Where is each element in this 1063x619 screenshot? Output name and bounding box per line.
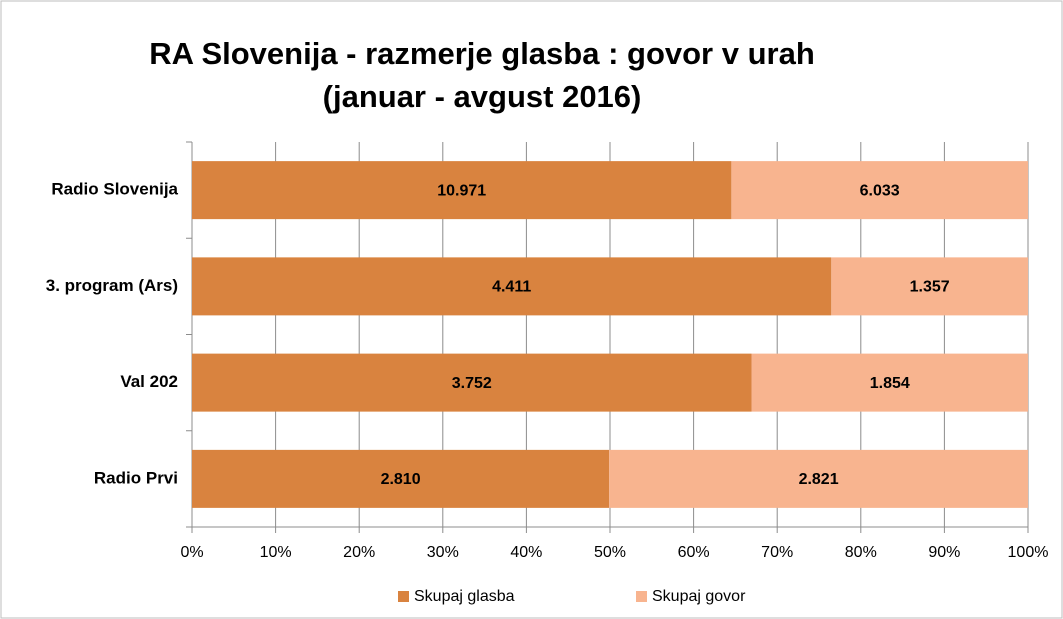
category-label: Radio Slovenija bbox=[51, 180, 178, 199]
bar-segment bbox=[192, 449, 610, 508]
bar-segment bbox=[192, 257, 832, 316]
data-label: 3.752 bbox=[452, 375, 492, 392]
x-tick-label: 60% bbox=[678, 544, 710, 561]
data-label: 4.411 bbox=[492, 279, 531, 296]
category-label: Val 202 bbox=[120, 372, 178, 391]
bar-segment bbox=[751, 353, 1028, 412]
data-label: 2.821 bbox=[799, 471, 839, 488]
data-label: 1.854 bbox=[870, 375, 910, 392]
chart-subtitle: (januar - avgust 2016) bbox=[323, 79, 642, 114]
x-tick-label: 80% bbox=[845, 544, 877, 561]
legend-swatch bbox=[398, 591, 409, 602]
data-label: 1.357 bbox=[910, 279, 950, 296]
bar-segment bbox=[731, 161, 1028, 220]
x-tick-label: 90% bbox=[928, 544, 960, 561]
x-tick-label: 100% bbox=[1008, 544, 1049, 561]
x-tick-label: 70% bbox=[761, 544, 793, 561]
x-tick-label: 0% bbox=[180, 544, 203, 561]
x-tick-label: 10% bbox=[260, 544, 292, 561]
category-label: Radio Prvi bbox=[94, 468, 178, 487]
legend-label: Skupaj govor bbox=[652, 588, 746, 605]
bar-segment bbox=[609, 449, 1028, 508]
data-label: 6.033 bbox=[860, 182, 900, 199]
x-tick-label: 20% bbox=[343, 544, 375, 561]
data-label: 2.810 bbox=[381, 471, 421, 488]
bar-segment bbox=[192, 161, 732, 220]
legend-swatch bbox=[636, 591, 647, 602]
category-label: 3. program (Ars) bbox=[46, 276, 178, 295]
data-label: 10.971 bbox=[437, 182, 486, 199]
x-tick-label: 40% bbox=[510, 544, 542, 561]
x-tick-label: 50% bbox=[594, 544, 626, 561]
chart-title: RA Slovenija - razmerje glasba : govor v… bbox=[149, 36, 815, 71]
x-tick-label: 30% bbox=[427, 544, 459, 561]
legend-label: Skupaj glasba bbox=[414, 588, 515, 605]
bar-segment bbox=[831, 257, 1028, 316]
bar-segment bbox=[192, 353, 752, 412]
